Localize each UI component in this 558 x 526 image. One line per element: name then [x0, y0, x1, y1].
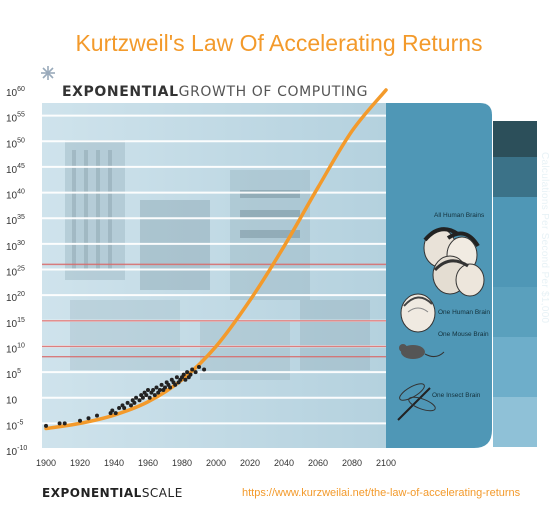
y-tick-label: 1035	[6, 214, 25, 227]
data-point	[181, 372, 186, 377]
data-point	[174, 375, 179, 380]
x-tick-label: 2100	[376, 458, 396, 468]
data-point	[147, 395, 152, 400]
data-point	[110, 408, 115, 413]
footer-scale-label: EXPONENTIALSCALE	[42, 486, 183, 500]
y-tick-label: 1025	[6, 266, 25, 279]
data-point	[152, 393, 157, 398]
data-point	[188, 372, 193, 377]
x-tick-label: 1980	[172, 458, 192, 468]
y-tick-label: 1040	[6, 189, 25, 202]
x-tick-label: 1920	[70, 458, 90, 468]
y-tick-label: 1055	[6, 112, 25, 125]
data-point	[44, 423, 48, 428]
data-point	[117, 405, 122, 410]
x-tick-label: 2000	[206, 458, 226, 468]
x-tick-label: 2040	[274, 458, 294, 468]
y-tick-label: 1010	[6, 342, 25, 355]
data-point	[95, 413, 99, 418]
data-point	[78, 418, 82, 423]
data-marks	[44, 88, 388, 431]
y-tick-label: 105	[6, 368, 21, 381]
color-scale	[493, 121, 537, 447]
data-point	[159, 382, 164, 387]
y-tick-label: 10	[6, 396, 18, 407]
x-tick-label: 1940	[104, 458, 124, 468]
x-tick-label: 1960	[138, 458, 158, 468]
data-point	[193, 370, 198, 375]
growth-curve	[44, 88, 388, 431]
data-point	[197, 364, 201, 369]
y-tick-label: 1050	[6, 137, 25, 150]
x-tick-label: 2080	[342, 458, 362, 468]
y-tick-label: 1060	[6, 86, 25, 99]
data-point	[144, 393, 149, 398]
x-tick-label: 2060	[308, 458, 328, 468]
source-link[interactable]: https://www.kurzweilai.net/the-law-of-ac…	[242, 487, 521, 499]
data-point	[154, 385, 159, 390]
y-tick-label: 1020	[6, 291, 25, 304]
x-tick-label: 2020	[240, 458, 260, 468]
data-point	[146, 388, 150, 393]
y-tick-label: 10-5	[6, 419, 23, 432]
mouse-illustration	[399, 344, 445, 359]
plot-background	[42, 103, 386, 448]
data-point	[173, 382, 178, 387]
annotation-one-human-brain: One Human Brain	[438, 309, 490, 316]
chart-title: Kurtzweil's Law Of Accelerating Returns	[75, 30, 483, 56]
insect-illustration	[397, 383, 436, 421]
data-point	[140, 395, 145, 400]
annotation-one-mouse-brain: One Mouse Brain	[438, 331, 489, 338]
data-point	[168, 385, 173, 390]
single-head-illustration	[400, 293, 436, 333]
data-point	[125, 400, 130, 405]
data-point	[62, 421, 67, 426]
data-point	[185, 370, 190, 375]
y-tick-label: 10-10	[6, 445, 27, 458]
data-point	[137, 398, 142, 403]
data-point	[132, 400, 137, 405]
y-tick-label: 1015	[6, 317, 25, 330]
data-point	[202, 367, 207, 372]
data-point	[129, 403, 133, 408]
y-tick-label: 1030	[6, 240, 25, 253]
data-point	[190, 367, 195, 372]
side-axis-label: Calculations Per Second Per $1,000	[539, 152, 550, 324]
data-point	[163, 385, 167, 390]
data-point	[157, 388, 162, 393]
header-logo-icon	[41, 66, 55, 80]
data-point	[183, 377, 188, 382]
grid	[42, 114, 386, 450]
annotation-one-insect-brain: One Insect Brain	[432, 392, 481, 399]
chart-header: EXPONENTIALGROWTH OF COMPUTING	[62, 84, 368, 100]
x-tick-label: 1900	[36, 458, 56, 468]
annotation-all-human-brains: All Human Brains	[434, 212, 485, 219]
data-point	[113, 411, 118, 416]
data-point	[151, 388, 156, 393]
data-point	[134, 395, 139, 400]
axis-ticks: 1060 1055 1050 1045 1040 1035 1030 1025 1020 1015…	[6, 86, 396, 468]
y-tick-label: 1045	[6, 163, 25, 176]
data-point	[122, 405, 127, 410]
data-point	[57, 421, 62, 426]
data-point	[86, 416, 91, 421]
heads-illustration	[423, 227, 485, 297]
